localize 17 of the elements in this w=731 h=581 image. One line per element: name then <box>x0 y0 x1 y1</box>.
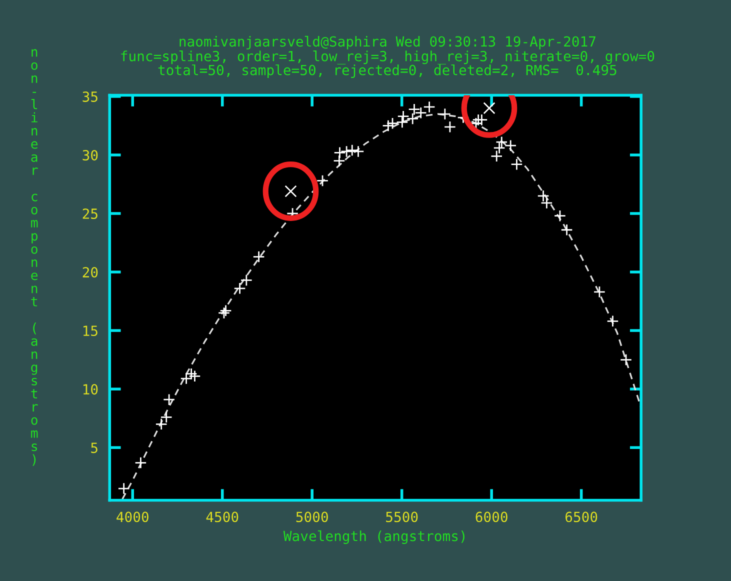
y-tick-label: 5 <box>91 442 98 454</box>
x-tick-label: 4000 <box>116 512 148 522</box>
y-tick-label: 30 <box>82 150 98 160</box>
x-tick-label: 5500 <box>386 512 418 522</box>
text: non-linear component (angstroms) <box>31 49 38 466</box>
x-tick-label: 5000 <box>296 512 328 522</box>
x-tick-label: 6500 <box>566 512 598 522</box>
chart-subtitle: func=spline3, order=1, low_rej=3, high_rej=3, niterate=0, grow=0 total=50, sample=50, rejected=0, deleted=2, RMS= 0.495 <box>121 50 654 78</box>
chart-title: naomivanjaarsveld@Saphira Wed 09:30:13 19-Apr-2017 <box>180 36 596 50</box>
y-tick-label: 25 <box>82 208 98 220</box>
x-tick-label: 4500 <box>206 512 238 522</box>
x-tick-label: 6000 <box>476 512 508 522</box>
y-tick-label: 15 <box>83 326 98 336</box>
y-tick-label: 35 <box>82 91 98 102</box>
y-tick-label: 10 <box>83 384 98 395</box>
y-tick-label: 20 <box>82 267 98 278</box>
x-axis-title: Wavelength (angstroms) <box>283 530 464 544</box>
